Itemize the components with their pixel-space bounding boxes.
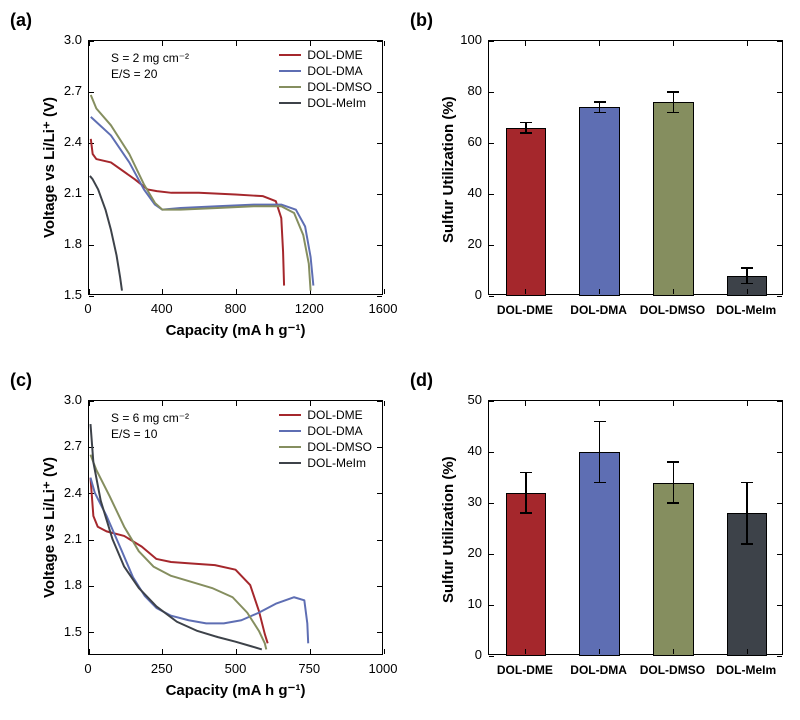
bar-b-0 [506, 128, 547, 296]
cat-d-3: DOL-MeIm [709, 663, 783, 677]
plot-area-a: S = 2 mg cm⁻²E/S = 20DOL-DMEDOL-DMADOL-D… [88, 40, 383, 295]
xtick-a-3: 1200 [284, 301, 334, 316]
series-a-melm [90, 176, 122, 291]
xlabel-a: Capacity (mA h g⁻¹) [88, 321, 383, 339]
cat-d-2: DOL-DMSO [636, 663, 710, 677]
cat-b-0: DOL-DME [488, 303, 562, 317]
panel-label-b: (b) [410, 10, 433, 31]
series-c-dma [90, 478, 308, 644]
panel-a: (a) S = 2 mg cm⁻²E/S = 20DOL-DMEDOL-DMADO… [10, 10, 400, 360]
ytick-a-1: 1.8 [50, 236, 82, 251]
xtick-c-1: 250 [137, 661, 187, 676]
ylabel-a: Voltage vs Li/Li⁺ (V) [40, 97, 58, 238]
cat-d-1: DOL-DMA [562, 663, 636, 677]
ylabel-b: Sulfur Utilization (%) [440, 96, 457, 243]
cat-d-0: DOL-DME [488, 663, 562, 677]
ytick-a-0: 1.5 [50, 287, 82, 302]
cat-b-3: DOL-MeIm [709, 303, 783, 317]
xtick-a-4: 1600 [358, 301, 408, 316]
xtick-c-2: 500 [211, 661, 261, 676]
panel-label-a: (a) [10, 10, 32, 31]
bar-d-2 [653, 483, 694, 656]
xtick-c-3: 750 [284, 661, 334, 676]
panel-c: (c) S = 6 mg cm⁻²E/S = 10DOL-DMEDOL-DMADO… [10, 370, 400, 720]
bar-b-1 [579, 107, 620, 296]
xtick-c-0: 0 [63, 661, 113, 676]
xtick-a-1: 400 [137, 301, 187, 316]
series-a-dme [91, 139, 284, 286]
xlabel-c: Capacity (mA h g⁻¹) [88, 681, 383, 699]
ytick-a-5: 3.0 [50, 32, 82, 47]
panel-b: (b)020406080100Sulfur Utilization (%)DOL… [410, 10, 800, 360]
series-a-dma [91, 117, 314, 286]
ytick-d-5: 50 [450, 392, 482, 407]
ytick-b-0: 0 [450, 287, 482, 302]
cat-b-1: DOL-DMA [562, 303, 636, 317]
ytick-d-0: 0 [450, 647, 482, 662]
xtick-a-2: 800 [211, 301, 261, 316]
plot-area-d [488, 400, 783, 655]
ytick-a-4: 2.7 [50, 83, 82, 98]
panel-label-d: (d) [410, 370, 433, 391]
bar-d-0 [506, 493, 547, 656]
panel-label-c: (c) [10, 370, 32, 391]
ylabel-c: Voltage vs Li/Li⁺ (V) [40, 457, 58, 598]
ytick-c-0: 1.5 [50, 624, 82, 639]
panel-d: (d)01020304050Sulfur Utilization (%)DOL-… [410, 370, 800, 720]
xtick-c-4: 1000 [358, 661, 408, 676]
plot-area-c: S = 6 mg cm⁻²E/S = 10DOL-DMEDOL-DMADOL-D… [88, 400, 383, 655]
ylabel-d: Sulfur Utilization (%) [440, 456, 457, 603]
cat-b-2: DOL-DMSO [636, 303, 710, 317]
bar-b-2 [653, 102, 694, 296]
plot-area-b [488, 40, 783, 295]
xtick-a-0: 0 [63, 301, 113, 316]
ytick-c-5: 3.0 [50, 392, 82, 407]
ytick-c-4: 2.7 [50, 438, 82, 453]
ytick-b-5: 100 [450, 32, 482, 47]
